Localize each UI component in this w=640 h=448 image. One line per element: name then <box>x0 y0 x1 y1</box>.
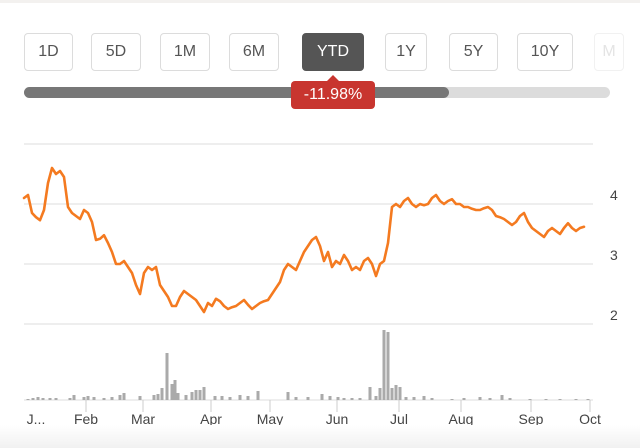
x-axis-label: Sep <box>518 411 544 427</box>
range-button-10y[interactable]: 10Y <box>517 33 573 71</box>
range-button-6m[interactable]: 6M <box>229 33 279 71</box>
price-line <box>22 166 586 314</box>
x-axis-label: Aug <box>448 411 474 427</box>
range-button-5d[interactable]: 5D <box>91 33 141 71</box>
x-axis-label: Apr <box>200 411 222 427</box>
y-axis-label: 4 <box>610 187 618 203</box>
volume-bars <box>26 330 590 400</box>
x-axis-label: Feb <box>73 411 99 427</box>
range-button-1m[interactable]: 1M <box>160 33 210 71</box>
top-strip <box>0 0 640 3</box>
y-axis-label: 2 <box>610 307 618 323</box>
x-axis-label: Jul <box>390 411 408 427</box>
range-button-ytd[interactable]: YTD <box>302 33 364 71</box>
range-button-1y[interactable]: 1Y <box>385 33 427 71</box>
range-progress-fill <box>24 87 449 98</box>
y-axis-label: 3 <box>610 247 618 263</box>
x-axis-label: J... <box>26 411 46 427</box>
x-axis-label: Mar <box>130 411 156 427</box>
x-axis-label: Jun <box>325 411 349 427</box>
range-button-m[interactable]: M <box>594 33 624 71</box>
gridlines <box>24 143 593 401</box>
range-button-1d[interactable]: 1D <box>24 33 73 71</box>
x-axis-ticks <box>85 400 591 412</box>
bottom-fade <box>0 425 640 448</box>
x-axis-label: May <box>256 411 284 427</box>
range-button-5y[interactable]: 5Y <box>449 33 498 71</box>
change-badge: -11.98% <box>291 75 375 109</box>
x-axis-label: Oct <box>579 411 601 427</box>
